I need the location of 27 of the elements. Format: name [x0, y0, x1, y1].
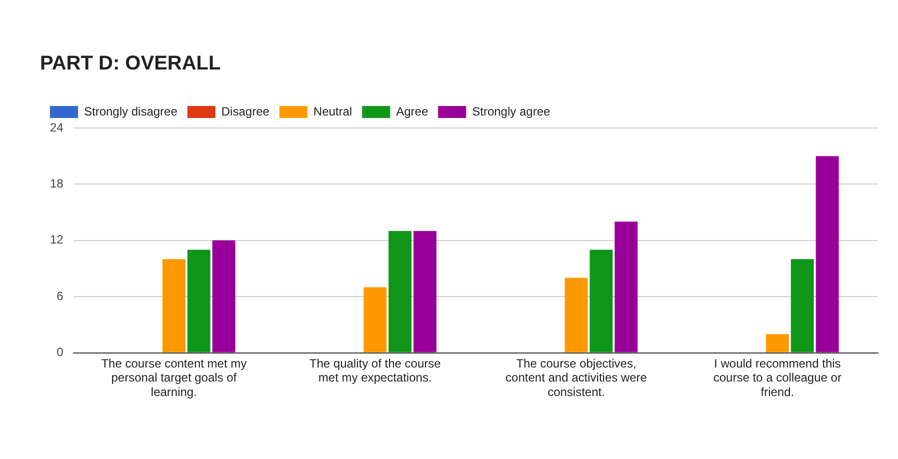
bar [816, 156, 839, 352]
bar [614, 222, 638, 352]
legend-label: Strongly agree [472, 104, 550, 118]
bar [364, 287, 387, 352]
y-tick-label: 0 [56, 345, 64, 360]
legend-label: Disagree [221, 104, 270, 118]
x-tick-label: I would recommend this course to a colleague or friend. [713, 356, 842, 400]
y-tick-label: 6 [56, 288, 64, 303]
x-tick-label: The course content met my personal target goals of learning. [101, 356, 247, 400]
legend-label: Strongly disagree [84, 104, 178, 118]
x-tick-label: The quality of the course met my expectations. [309, 356, 442, 385]
bar [388, 231, 412, 352]
bar [187, 250, 210, 352]
y-tick-label: 18 [50, 176, 64, 191]
bar [414, 231, 436, 352]
legend-label: Agree [396, 104, 428, 118]
bar [590, 250, 613, 352]
y-tick-label: 12 [50, 232, 64, 247]
x-tick-label: The course objectives, content and activities were consistent. [506, 356, 648, 400]
bar [212, 240, 236, 352]
legend-label: Neutral [313, 104, 352, 118]
bar [766, 334, 789, 352]
bar [162, 259, 186, 352]
chart-title: PART D: OVERALL [40, 52, 221, 75]
y-tick-label: 24 [50, 120, 64, 134]
bar [790, 259, 814, 352]
bar [564, 278, 588, 352]
